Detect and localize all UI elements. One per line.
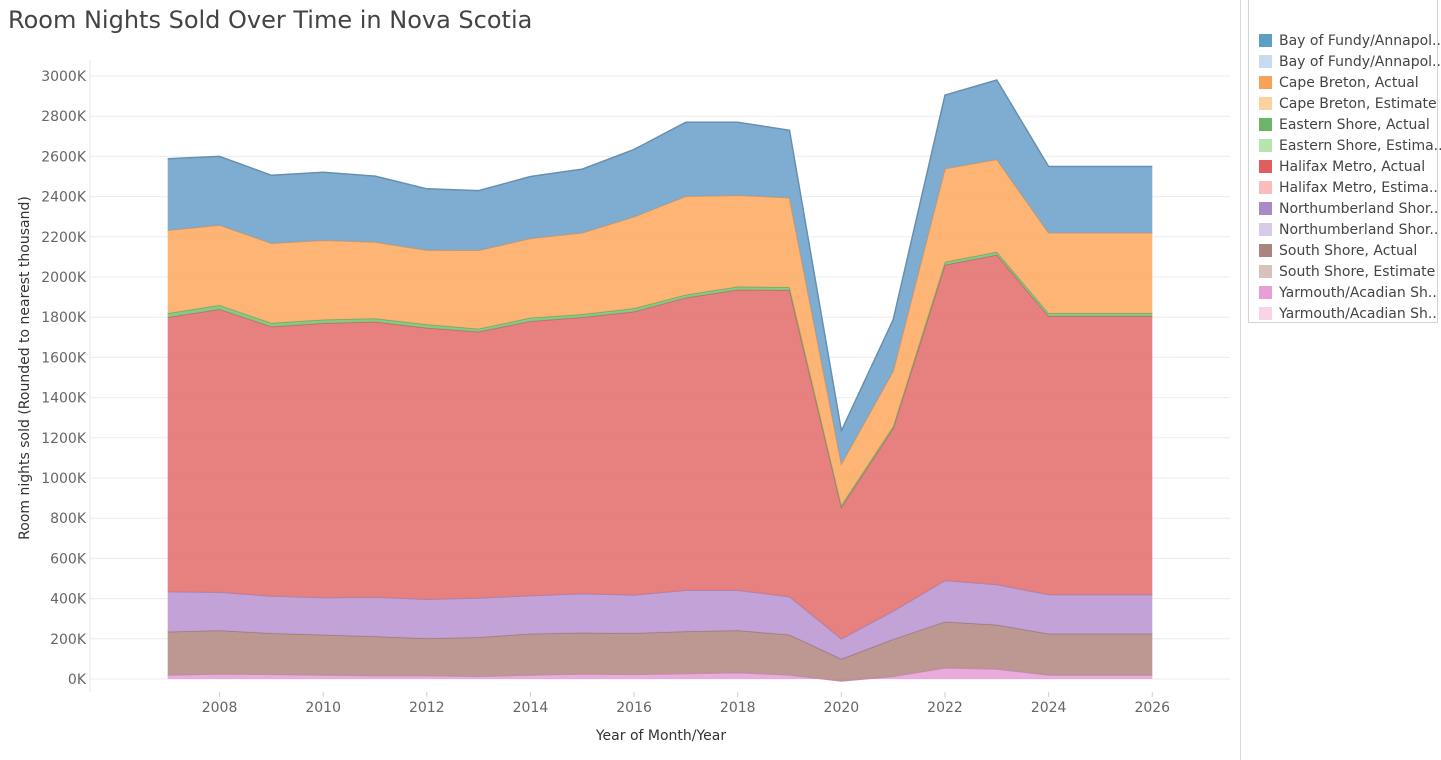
area-edge-6 [167, 79, 1153, 434]
legend-label: Yarmouth/Acadian Sh.. [1279, 305, 1437, 322]
legend-item[interactable]: Cape Breton, Estimate [1259, 93, 1441, 114]
legend-label: Halifax Metro, Actual [1279, 158, 1426, 175]
legend-swatch [1259, 160, 1272, 173]
x-tick-label: 2008 [202, 700, 238, 716]
legend-swatch [1259, 139, 1272, 152]
chart-area: 0K 200K 400K 600K 800K 1000K 1200K 1400K 1600K 18… [17, 60, 1230, 744]
y-tick-label: 200K [50, 632, 87, 648]
legend: Bay of Fundy/Annapol.. Bay of Fundy/Annap… [1248, 0, 1441, 324]
legend-label: Halifax Metro, Estima.. [1279, 179, 1438, 196]
legend-swatch [1259, 97, 1272, 110]
legend-label: Yarmouth/Acadian Sh.. [1279, 284, 1437, 301]
legend-item[interactable]: Cape Breton, Actual [1259, 72, 1441, 93]
legend-item[interactable]: Yarmouth/Acadian Sh.. [1259, 303, 1441, 324]
x-tick-label: 2022 [927, 700, 963, 716]
x-tick-label: 2014 [513, 700, 549, 716]
x-tick-label: 2012 [409, 700, 445, 716]
y-tick-label: 2400K [41, 190, 87, 206]
area-series [167, 79, 1153, 682]
legend-swatch [1259, 202, 1272, 215]
legend-label: Bay of Fundy/Annapol.. [1279, 32, 1441, 49]
x-tick-label: 2016 [616, 700, 652, 716]
area-series-3[interactable] [167, 254, 1153, 639]
legend-item[interactable]: Bay of Fundy/Annapol.. [1259, 30, 1441, 51]
area-series-2[interactable] [167, 580, 1153, 659]
legend-label: Eastern Shore, Estima.. [1279, 137, 1441, 154]
area-series-4[interactable] [167, 251, 1153, 508]
y-tick-label: 1800K [41, 310, 87, 326]
y-axis-title: Room nights sold (Rounded to nearest tho… [17, 196, 33, 540]
x-tick-label: 2010 [305, 700, 341, 716]
legend-item[interactable]: Halifax Metro, Estima.. [1259, 177, 1441, 198]
legend-label: Northumberland Shor.. [1279, 221, 1439, 238]
legend-item[interactable]: Northumberland Shor.. [1259, 198, 1441, 219]
x-tick-label: 2020 [824, 700, 860, 716]
y-tick-label: 2000K [41, 270, 87, 286]
chart-title: Room Nights Sold Over Time in Nova Scoti… [8, 6, 533, 34]
y-tick-label: 3000K [41, 69, 87, 85]
legend-item[interactable]: South Shore, Actual [1259, 240, 1441, 261]
y-tick-label: 1400K [41, 391, 87, 407]
x-tick-label: 2024 [1031, 700, 1067, 716]
y-tick-label: 0K [68, 672, 87, 688]
y-axis-ticks: 0K 200K 400K 600K 800K 1000K 1200K 1400K 1600K 18… [41, 69, 87, 688]
legend-item[interactable]: South Shore, Estimate [1259, 261, 1441, 282]
x-axis-title: Year of Month/Year [595, 728, 727, 744]
legend-label: South Shore, Estimate [1279, 263, 1436, 280]
y-tick-label: 800K [50, 511, 87, 527]
legend-swatch [1259, 307, 1272, 320]
y-tick-label: 2600K [41, 149, 87, 165]
x-tick-label: 2026 [1134, 700, 1170, 716]
legend-swatch [1259, 181, 1272, 194]
legend-label: Cape Breton, Estimate [1279, 95, 1437, 112]
legend-label: Eastern Shore, Actual [1279, 116, 1430, 133]
area-series-5[interactable] [167, 159, 1153, 506]
legend-label: Bay of Fundy/Annapol.. [1279, 53, 1441, 70]
legend-swatch [1259, 286, 1272, 299]
legend-swatch [1259, 76, 1272, 89]
legend-swatch [1259, 118, 1272, 131]
y-tick-label: 2200K [41, 230, 87, 246]
legend-item[interactable]: Yarmouth/Acadian Sh.. [1259, 282, 1441, 303]
legend-swatch [1259, 34, 1272, 47]
legend-item[interactable]: Eastern Shore, Estima.. [1259, 135, 1441, 156]
legend-swatch [1259, 55, 1272, 68]
y-tick-label: 1000K [41, 471, 87, 487]
legend-swatch [1259, 265, 1272, 278]
legend-swatch [1259, 244, 1272, 257]
legend-item[interactable]: Eastern Shore, Actual [1259, 114, 1441, 135]
y-tick-label: 400K [50, 592, 87, 608]
legend-item[interactable]: Northumberland Shor.. [1259, 219, 1441, 240]
legend-list: Bay of Fundy/Annapol.. Bay of Fundy/Annap… [1259, 30, 1441, 324]
legend-label: Northumberland Shor.. [1279, 200, 1439, 217]
legend-swatch [1259, 223, 1272, 236]
legend-item[interactable]: Halifax Metro, Actual [1259, 156, 1441, 177]
x-axis-ticks: 2008 2010 2012 2014 2016 2018 2020 2022 2024 2026 [202, 700, 1170, 716]
legend-panel: Bay of Fundy/Annapol.. Bay of Fundy/Annap… [1240, 0, 1441, 760]
x-tick-label: 2018 [720, 700, 756, 716]
y-tick-label: 1600K [41, 350, 87, 366]
area-series-1[interactable] [167, 621, 1153, 681]
y-tick-label: 1200K [41, 431, 87, 447]
legend-item[interactable]: Bay of Fundy/Annapol.. [1259, 51, 1441, 72]
y-tick-label: 2800K [41, 109, 87, 125]
legend-label: South Shore, Actual [1279, 242, 1418, 259]
y-tick-label: 600K [50, 551, 87, 567]
legend-label: Cape Breton, Actual [1279, 74, 1419, 91]
area-series-6[interactable] [167, 80, 1153, 464]
